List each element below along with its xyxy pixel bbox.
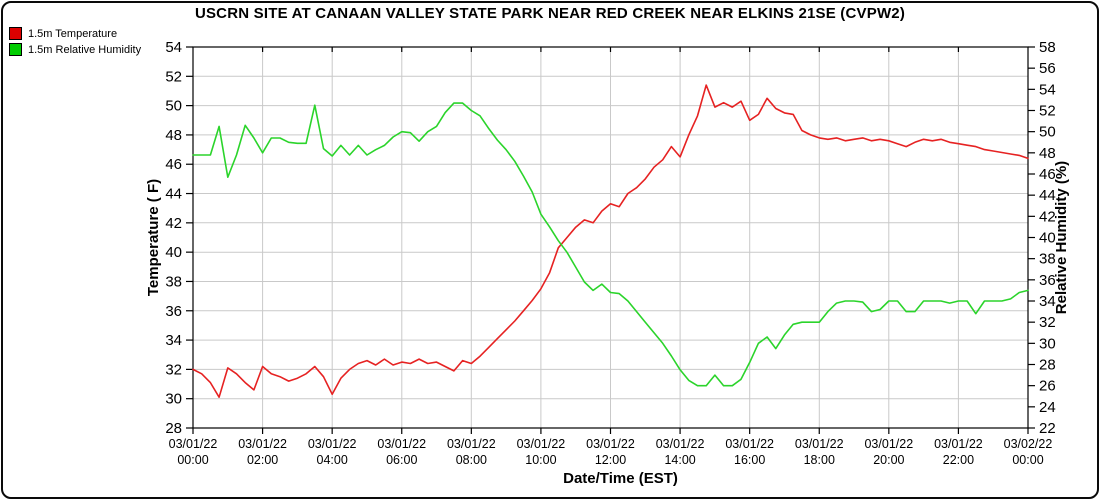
x-tick-date: 03/01/22 [864,437,913,451]
right-tick-label: 22 [1039,420,1056,437]
left-tick-label: 40 [165,244,182,261]
x-tick-time: 16:00 [734,453,765,467]
right-tick-label: 38 [1039,251,1056,268]
x-tick-date: 03/01/22 [308,437,357,451]
chart-title: USCRN SITE AT CANAAN VALLEY STATE PARK N… [194,5,906,22]
legend: 1.5m Temperature 1.5m Relative Humidity [9,27,141,59]
left-tick-label: 42 [165,215,182,232]
left-tick-label: 48 [165,127,182,144]
y-axis-title-right: Relative Humidity (%) [1053,161,1070,314]
left-tick-label: 30 [165,391,182,408]
x-tick-time: 22:00 [943,453,974,467]
left-tick-label: 54 [165,39,182,56]
right-tick-label: 42 [1039,208,1056,225]
temperature-line [192,84,1029,399]
legend-label-temperature: 1.5m Temperature [28,27,118,40]
x-tick-date: 03/01/22 [586,437,635,451]
right-tick-label: 28 [1039,357,1056,374]
humidity-line [192,102,1029,387]
right-tick-label: 24 [1039,399,1056,416]
right-tick-label: 46 [1039,166,1056,183]
right-tick-label: 34 [1039,293,1056,310]
temperature-swatch-icon [9,27,22,40]
x-tick-date: 03/01/22 [169,437,218,451]
x-tick-time: 00:00 [1012,453,1043,467]
right-tick-label: 58 [1039,39,1056,56]
right-tick-label: 40 [1039,230,1056,247]
right-tick-label: 44 [1039,187,1056,204]
x-tick-time: 00:00 [177,453,208,467]
humidity-swatch-icon [9,43,22,56]
left-tick-label: 32 [165,361,182,378]
x-tick-time: 14:00 [664,453,695,467]
legend-label-humidity: 1.5m Relative Humidity [28,43,142,56]
legend-item-temperature: 1.5m Temperature [9,27,141,40]
right-tick-label: 32 [1039,314,1056,331]
left-tick-label: 28 [165,420,182,437]
right-tick-label: 30 [1039,335,1056,352]
right-tick-label: 52 [1039,103,1056,120]
x-tick-date: 03/01/22 [517,437,566,451]
x-tick-time: 12:00 [595,453,626,467]
x-tick-time: 04:00 [317,453,348,467]
left-tick-label: 38 [165,273,182,290]
x-tick-date: 03/01/22 [934,437,983,451]
right-tick-label: 36 [1039,272,1056,289]
left-tick-label: 52 [165,68,182,85]
right-tick-label: 54 [1039,81,1056,98]
x-tick-time: 20:00 [873,453,904,467]
right-tick-label: 26 [1039,378,1056,395]
right-tick-label: 48 [1039,145,1056,162]
x-tick-date: 03/01/22 [238,437,287,451]
x-tick-time: 10:00 [525,453,556,467]
x-tick-date: 03/01/22 [447,437,496,451]
left-tick-label: 50 [165,98,182,115]
x-tick-date: 03/01/22 [656,437,705,451]
x-tick-date: 03/01/22 [377,437,426,451]
legend-item-humidity: 1.5m Relative Humidity [9,43,141,56]
x-axis-title: Date/Time (EST) [563,470,678,487]
x-tick-time: 06:00 [386,453,417,467]
right-tick-label: 50 [1039,124,1056,141]
right-tick-label: 56 [1039,60,1056,77]
left-tick-label: 44 [165,186,182,203]
y-axis-title-left: Temperature ( F) [145,179,162,296]
left-tick-label: 46 [165,156,182,173]
x-tick-time: 08:00 [456,453,487,467]
x-tick-time: 18:00 [804,453,835,467]
x-tick-date: 03/02/22 [1004,437,1053,451]
x-tick-date: 03/01/22 [795,437,844,451]
left-tick-label: 34 [165,332,182,349]
x-tick-time: 02:00 [247,453,278,467]
x-tick-date: 03/01/22 [725,437,774,451]
left-tick-label: 36 [165,303,182,320]
